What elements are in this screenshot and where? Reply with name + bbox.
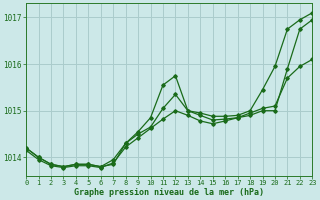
X-axis label: Graphe pression niveau de la mer (hPa): Graphe pression niveau de la mer (hPa) xyxy=(74,188,264,197)
